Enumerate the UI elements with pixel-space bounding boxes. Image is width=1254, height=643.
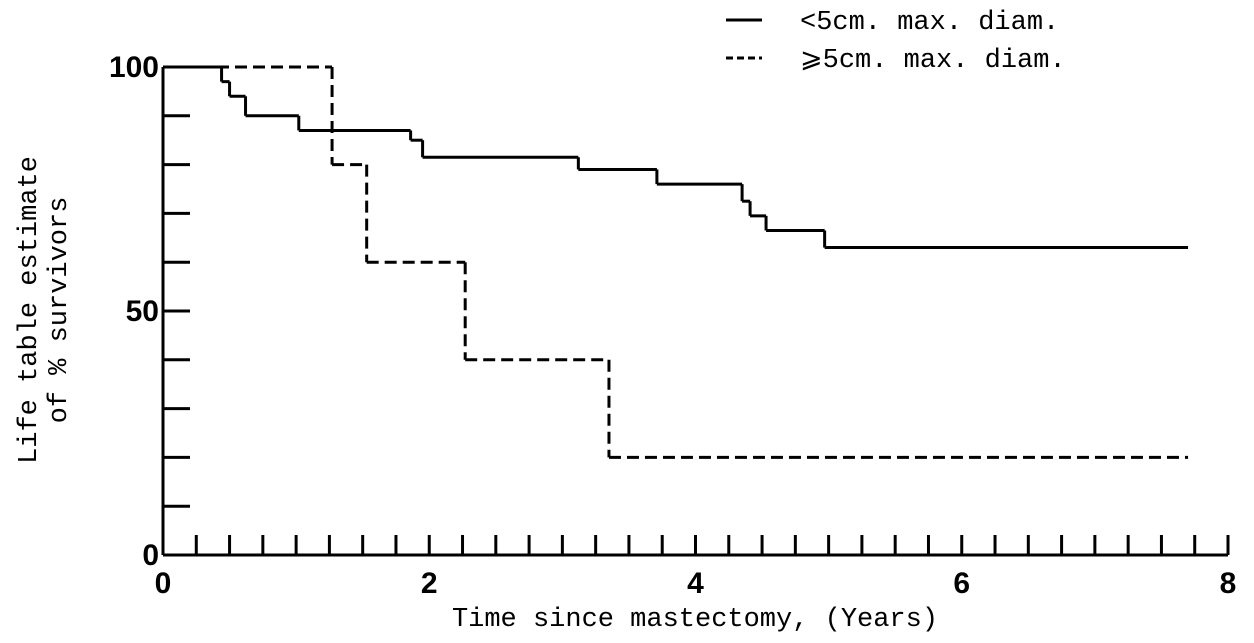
x-tick-label: 6 [953,567,970,600]
legend-label: <5cm. max. diam. [800,8,1059,38]
y-tick-label: 0 [142,539,159,572]
x-tick-label: 4 [687,567,704,600]
y-tick-label: 50 [126,295,159,328]
x-tick-label: 2 [421,567,438,600]
x-tick-label: 0 [155,567,172,600]
legend-label: ⩾5cm. max. diam. [800,46,1066,76]
y-axis-label: of % survivors [45,197,75,424]
y-tick-label: 100 [109,51,159,84]
x-axis-label: Time since mastectomy, (Years) [452,605,938,635]
y-axis-label: Life table estimate [15,156,45,464]
x-tick-label: 8 [1220,567,1237,600]
